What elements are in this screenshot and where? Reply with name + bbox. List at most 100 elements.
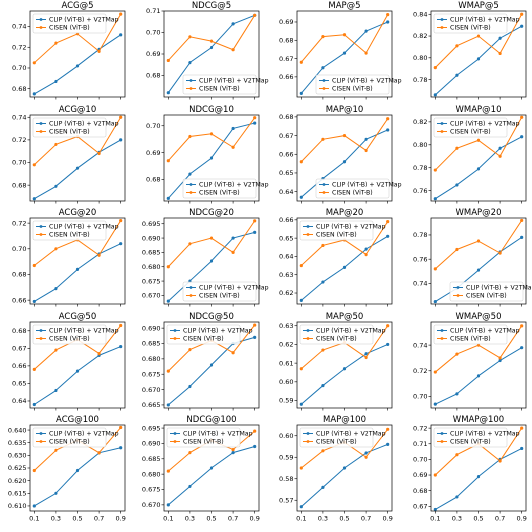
data-point-clip-v2tmap [32,504,36,508]
legend-label-cisen: CISEN (ViT-B) [49,336,90,343]
axes-frame [296,424,393,512]
subplot-acg-at-50: ACG@50 0.64 0.65 0.66 0.67 0.68 CLIP (ViT-B) +… [12,312,126,411]
data-point-cisen [299,60,303,64]
data-point-clip-v2tmap [433,93,437,97]
y-tick-label: 0.57 [279,496,293,504]
x-tick-label: 0.3 [452,515,462,523]
y-tick-label: 0.59 [279,397,293,405]
data-point-cisen [97,253,101,257]
legend-marker [440,329,444,332]
legend-label-clip-v2tmap: CLIP (ViT-B) + V2TMap [450,121,520,128]
y-tick-label: 0.620 [8,477,27,485]
y-tick-label: 0.82 [413,118,427,126]
x-tick-label: 0.5 [72,515,82,523]
y-tick-label: 0.70 [146,29,160,37]
data-point-cisen [520,218,524,223]
data-point-clip-v2tmap [54,286,58,291]
data-point-cisen [455,44,459,48]
series-line-cisen [300,14,389,63]
legend-label-clip-v2tmap: CLIP (ViT-B) + V2TMap [199,78,269,85]
legend-label-cisen: CISEN (ViT-B) [199,190,240,197]
data-point-clip-v2tmap [188,484,192,489]
data-point-clip-v2tmap [476,57,481,61]
data-point-clip-v2tmap [231,451,235,455]
data-point-cisen [386,13,390,17]
data-point-clip-v2tmap [364,29,368,33]
legend-label-cisen: CISEN (ViT-B) [49,25,90,32]
legend-label-cisen: CISEN (ViT-B) [49,439,90,446]
y-tick-label: 0.70 [12,245,26,253]
data-point-clip-v2tmap [321,66,325,70]
legend-marker [306,233,310,236]
x-tick-label: 0.5 [473,515,483,523]
legend-box [433,324,508,345]
legend-label-cisen: CISEN (ViT-B) [450,439,491,446]
y-tick-label: 0.69 [413,471,427,479]
y-tick-label: 0.78 [413,231,427,239]
data-point-clip-v2tmap [209,156,214,160]
legend-label-cisen: CISEN (ViT-B) [199,86,240,93]
legend-marker [39,130,43,133]
data-point-cisen [520,324,524,328]
data-point-clip-v2tmap [188,384,192,389]
y-tick-label: 0.70 [12,159,26,167]
data-point-cisen [253,116,257,120]
subplot-title: ACG@20 [59,208,97,218]
y-tick-label: 0.68 [12,181,26,189]
data-point-clip-v2tmap [32,402,36,407]
y-tick-label: 0.70 [413,456,427,464]
axes-frame [430,424,527,512]
data-point-clip-v2tmap [188,172,192,176]
legend-marker [440,440,444,443]
data-point-clip-v2tmap [364,352,368,356]
data-point-clip-v2tmap [299,402,303,406]
subplot-title: MAP@50 [326,312,364,322]
data-point-clip-v2tmap [166,503,170,507]
y-tick-label: 0.675 [142,370,161,378]
legend-label-cisen: CISEN (ViT-B) [450,129,491,136]
y-tick-label: 0.71 [413,440,427,448]
legend-box [32,117,107,138]
subplot-acg-at-100: ACG@100 0.610 0.615 0.620 0.625 0.630 0.635 0.6… [8,415,126,523]
y-tick-label: 0.72 [12,219,26,227]
y-tick-label: 0.67 [279,132,293,140]
subplot-title: WMAP@20 [456,208,502,218]
x-tick-label: 0.3 [51,515,61,523]
data-point-clip-v2tmap [75,468,80,473]
y-tick-label: 0.615 [8,489,27,497]
data-point-cisen [119,218,123,223]
data-point-cisen [32,468,36,473]
series-line-clip-v2tmap [300,343,388,405]
x-tick-label: 0.9 [250,515,260,523]
data-point-cisen [299,263,303,268]
x-tick-label: 0.7 [94,515,104,523]
data-point-clip-v2tmap [166,91,170,95]
subplot-map-at-20: MAP@20 0.62 0.63 0.64 0.65 0.66 CLIP (ViT-B) +… [279,208,393,307]
y-tick-label: 0.68 [413,487,427,495]
y-tick-label: 0.635 [8,439,27,447]
axes-frame [163,424,260,512]
y-tick-label: 0.66 [12,362,26,370]
data-point-clip-v2tmap [321,485,325,489]
series-line-clip-v2tmap [435,448,522,510]
axes-frame [163,114,260,202]
legend-box [299,220,374,241]
legend-marker [456,286,460,289]
data-point-cisen [97,351,101,356]
data-point-clip-v2tmap [231,22,235,26]
data-point-clip-v2tmap [54,184,58,188]
legend-marker [173,432,177,435]
legend-box [315,74,390,95]
data-point-cisen [209,39,214,43]
subplot-title: MAP@5 [328,1,360,11]
axes-frame [296,217,393,305]
legend-marker [440,26,444,29]
axes-frame [163,10,260,98]
